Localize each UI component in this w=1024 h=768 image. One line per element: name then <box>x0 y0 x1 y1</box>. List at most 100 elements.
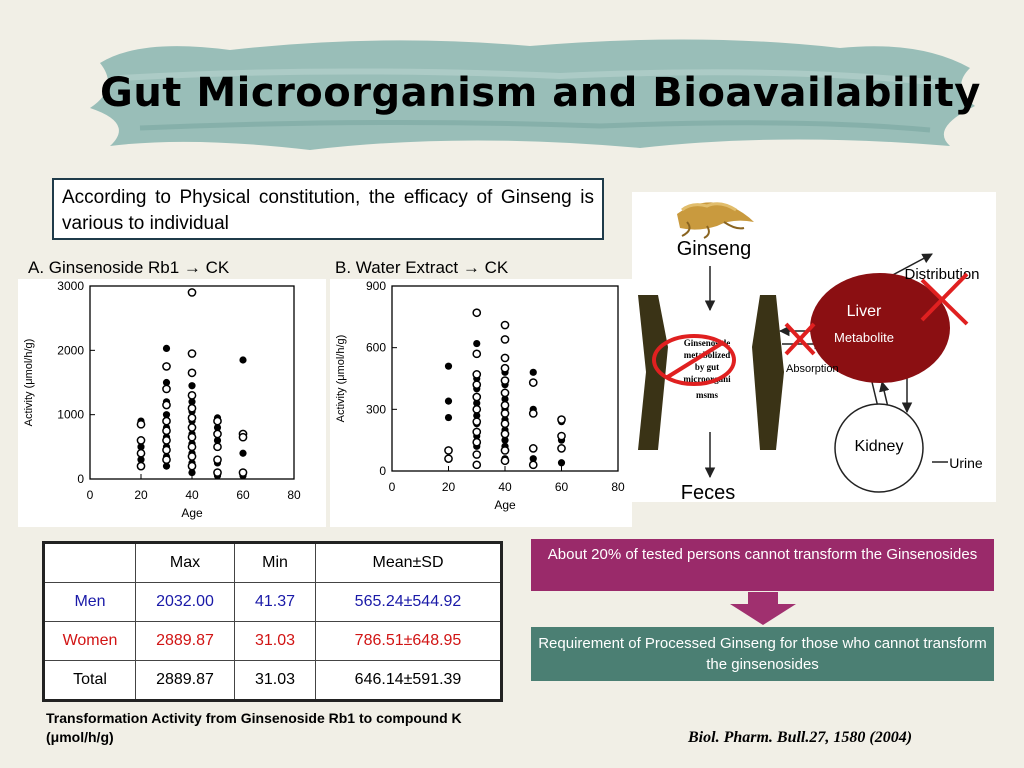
urine-label: Urine <box>949 455 983 471</box>
metabolism-diagram: Ginseng Ginsenoside metabolized by gut m… <box>632 192 996 502</box>
y-tick-label: 600 <box>366 341 386 355</box>
table-header-cell <box>43 542 136 583</box>
table-cell: 41.37 <box>234 582 316 622</box>
data-point-open <box>500 429 510 439</box>
gut-metabolism-text: Ginsenoside metabolized by gut microorga… <box>683 338 731 400</box>
data-point-open <box>500 335 510 344</box>
data-point-filled <box>162 411 171 419</box>
table-cell: Total <box>43 660 136 701</box>
data-point-open <box>500 400 510 410</box>
data-point-open <box>213 442 222 452</box>
slide-title: Gut Microorganism and Bioavailability <box>100 70 981 116</box>
x-tick-label: 0 <box>389 480 396 494</box>
absorption-label: Absorption <box>786 363 839 375</box>
x-tick-label: 20 <box>442 480 456 494</box>
data-point-filled <box>137 456 145 464</box>
data-point-open <box>444 446 453 455</box>
data-point-filled <box>162 462 171 470</box>
scatter-plot-a: 0 1000 2000 3000 0 20 40 60 80 Age Activity (μmol/… <box>18 279 326 527</box>
feces-label: Feces <box>681 482 735 502</box>
data-point-open <box>187 452 197 461</box>
data-point-open <box>472 380 482 390</box>
data-point-open <box>557 431 566 441</box>
data-point-open <box>187 288 197 297</box>
data-point-filled <box>557 459 566 467</box>
down-arrow-icon <box>730 592 796 625</box>
kidney-label: Kidney <box>855 438 904 455</box>
data-point-filled <box>213 436 222 444</box>
blocked-absorption-cross-icon <box>784 322 816 356</box>
y-axis-label: Activity (μmol/h/g) <box>335 335 347 423</box>
note-box: About 20% of tested persons cannot trans… <box>531 539 994 591</box>
data-point-filled <box>188 382 196 390</box>
data-point-open <box>472 404 482 414</box>
data-point-open <box>472 370 482 379</box>
data-point-open <box>162 445 171 455</box>
x-tick-label: 80 <box>611 480 625 494</box>
data-point-open <box>472 392 482 402</box>
svg-text:by gut: by gut <box>695 362 719 372</box>
x-tick-label: 0 <box>87 488 94 502</box>
metabolite-label: Metabolite <box>834 330 894 345</box>
table-header-cell: Mean±SD <box>315 542 502 583</box>
panel-b-label: B. Water Extract → CK <box>335 258 509 277</box>
data-point-open <box>136 436 146 445</box>
y-tick-label: 3000 <box>57 279 84 293</box>
requirement-box: Requirement of Processed Ginseng for tho… <box>531 627 994 681</box>
data-point-open <box>500 320 510 330</box>
x-axis-label: Age <box>181 506 203 520</box>
x-tick-label: 80 <box>287 488 301 502</box>
data-point-filled <box>529 455 537 463</box>
gut-wall-right <box>752 295 784 450</box>
data-point-filled <box>188 468 196 477</box>
data-point-open <box>136 419 146 429</box>
y-tick-label: 1000 <box>57 408 84 422</box>
table-cell: Women <box>43 621 136 661</box>
gut-wall-left <box>638 295 668 450</box>
kidney-shape <box>834 403 924 493</box>
y-axis-label: Activity (μmol/h/g) <box>23 339 35 427</box>
x-tick-label: 40 <box>185 488 199 502</box>
data-point-filled <box>162 344 171 353</box>
ginseng-root-icon <box>677 202 754 239</box>
y-tick-label: 300 <box>366 402 386 416</box>
data-point-open <box>500 419 510 429</box>
data-point-open <box>136 461 146 471</box>
data-point-open <box>136 448 146 458</box>
table-cell: Men <box>43 582 136 622</box>
data-point-open <box>500 409 510 418</box>
data-point-open <box>528 444 538 453</box>
data-point-open <box>162 455 171 465</box>
data-point-open <box>500 363 510 373</box>
data-point-open <box>162 436 171 445</box>
data-point-filled <box>529 368 537 376</box>
y-tick-label: 0 <box>379 464 386 478</box>
distribution-label: Distribution <box>904 266 979 283</box>
data-point-filled <box>444 413 453 422</box>
data-point-open <box>472 349 482 359</box>
svg-text:metabolized: metabolized <box>684 350 731 360</box>
data-point-open <box>187 349 197 358</box>
data-point-open <box>213 468 222 477</box>
table-cell: 2889.87 <box>135 621 235 661</box>
table-header-cell: Max <box>135 542 235 583</box>
data-point-open <box>472 308 482 318</box>
title-brush-stroke <box>90 39 975 150</box>
ginseng-label: Ginseng <box>677 238 752 260</box>
table-cell: 31.03 <box>234 660 316 701</box>
data-point-filled <box>501 436 509 444</box>
data-point-open <box>213 416 222 426</box>
x-tick-label: 60 <box>555 480 569 494</box>
data-point-open <box>187 368 197 378</box>
y-tick-label: 900 <box>366 279 386 293</box>
blocked-metabolism-icon <box>652 334 736 386</box>
data-point-open <box>528 460 538 470</box>
blocked-distribution-cross-icon <box>920 272 969 326</box>
x-axis-label: Age <box>494 498 516 512</box>
data-point-open <box>187 432 197 442</box>
data-point-open <box>162 426 171 436</box>
data-point-open <box>557 415 566 424</box>
data-point-open <box>500 376 510 385</box>
data-point-open <box>500 353 510 363</box>
data-point-filled <box>444 397 453 405</box>
